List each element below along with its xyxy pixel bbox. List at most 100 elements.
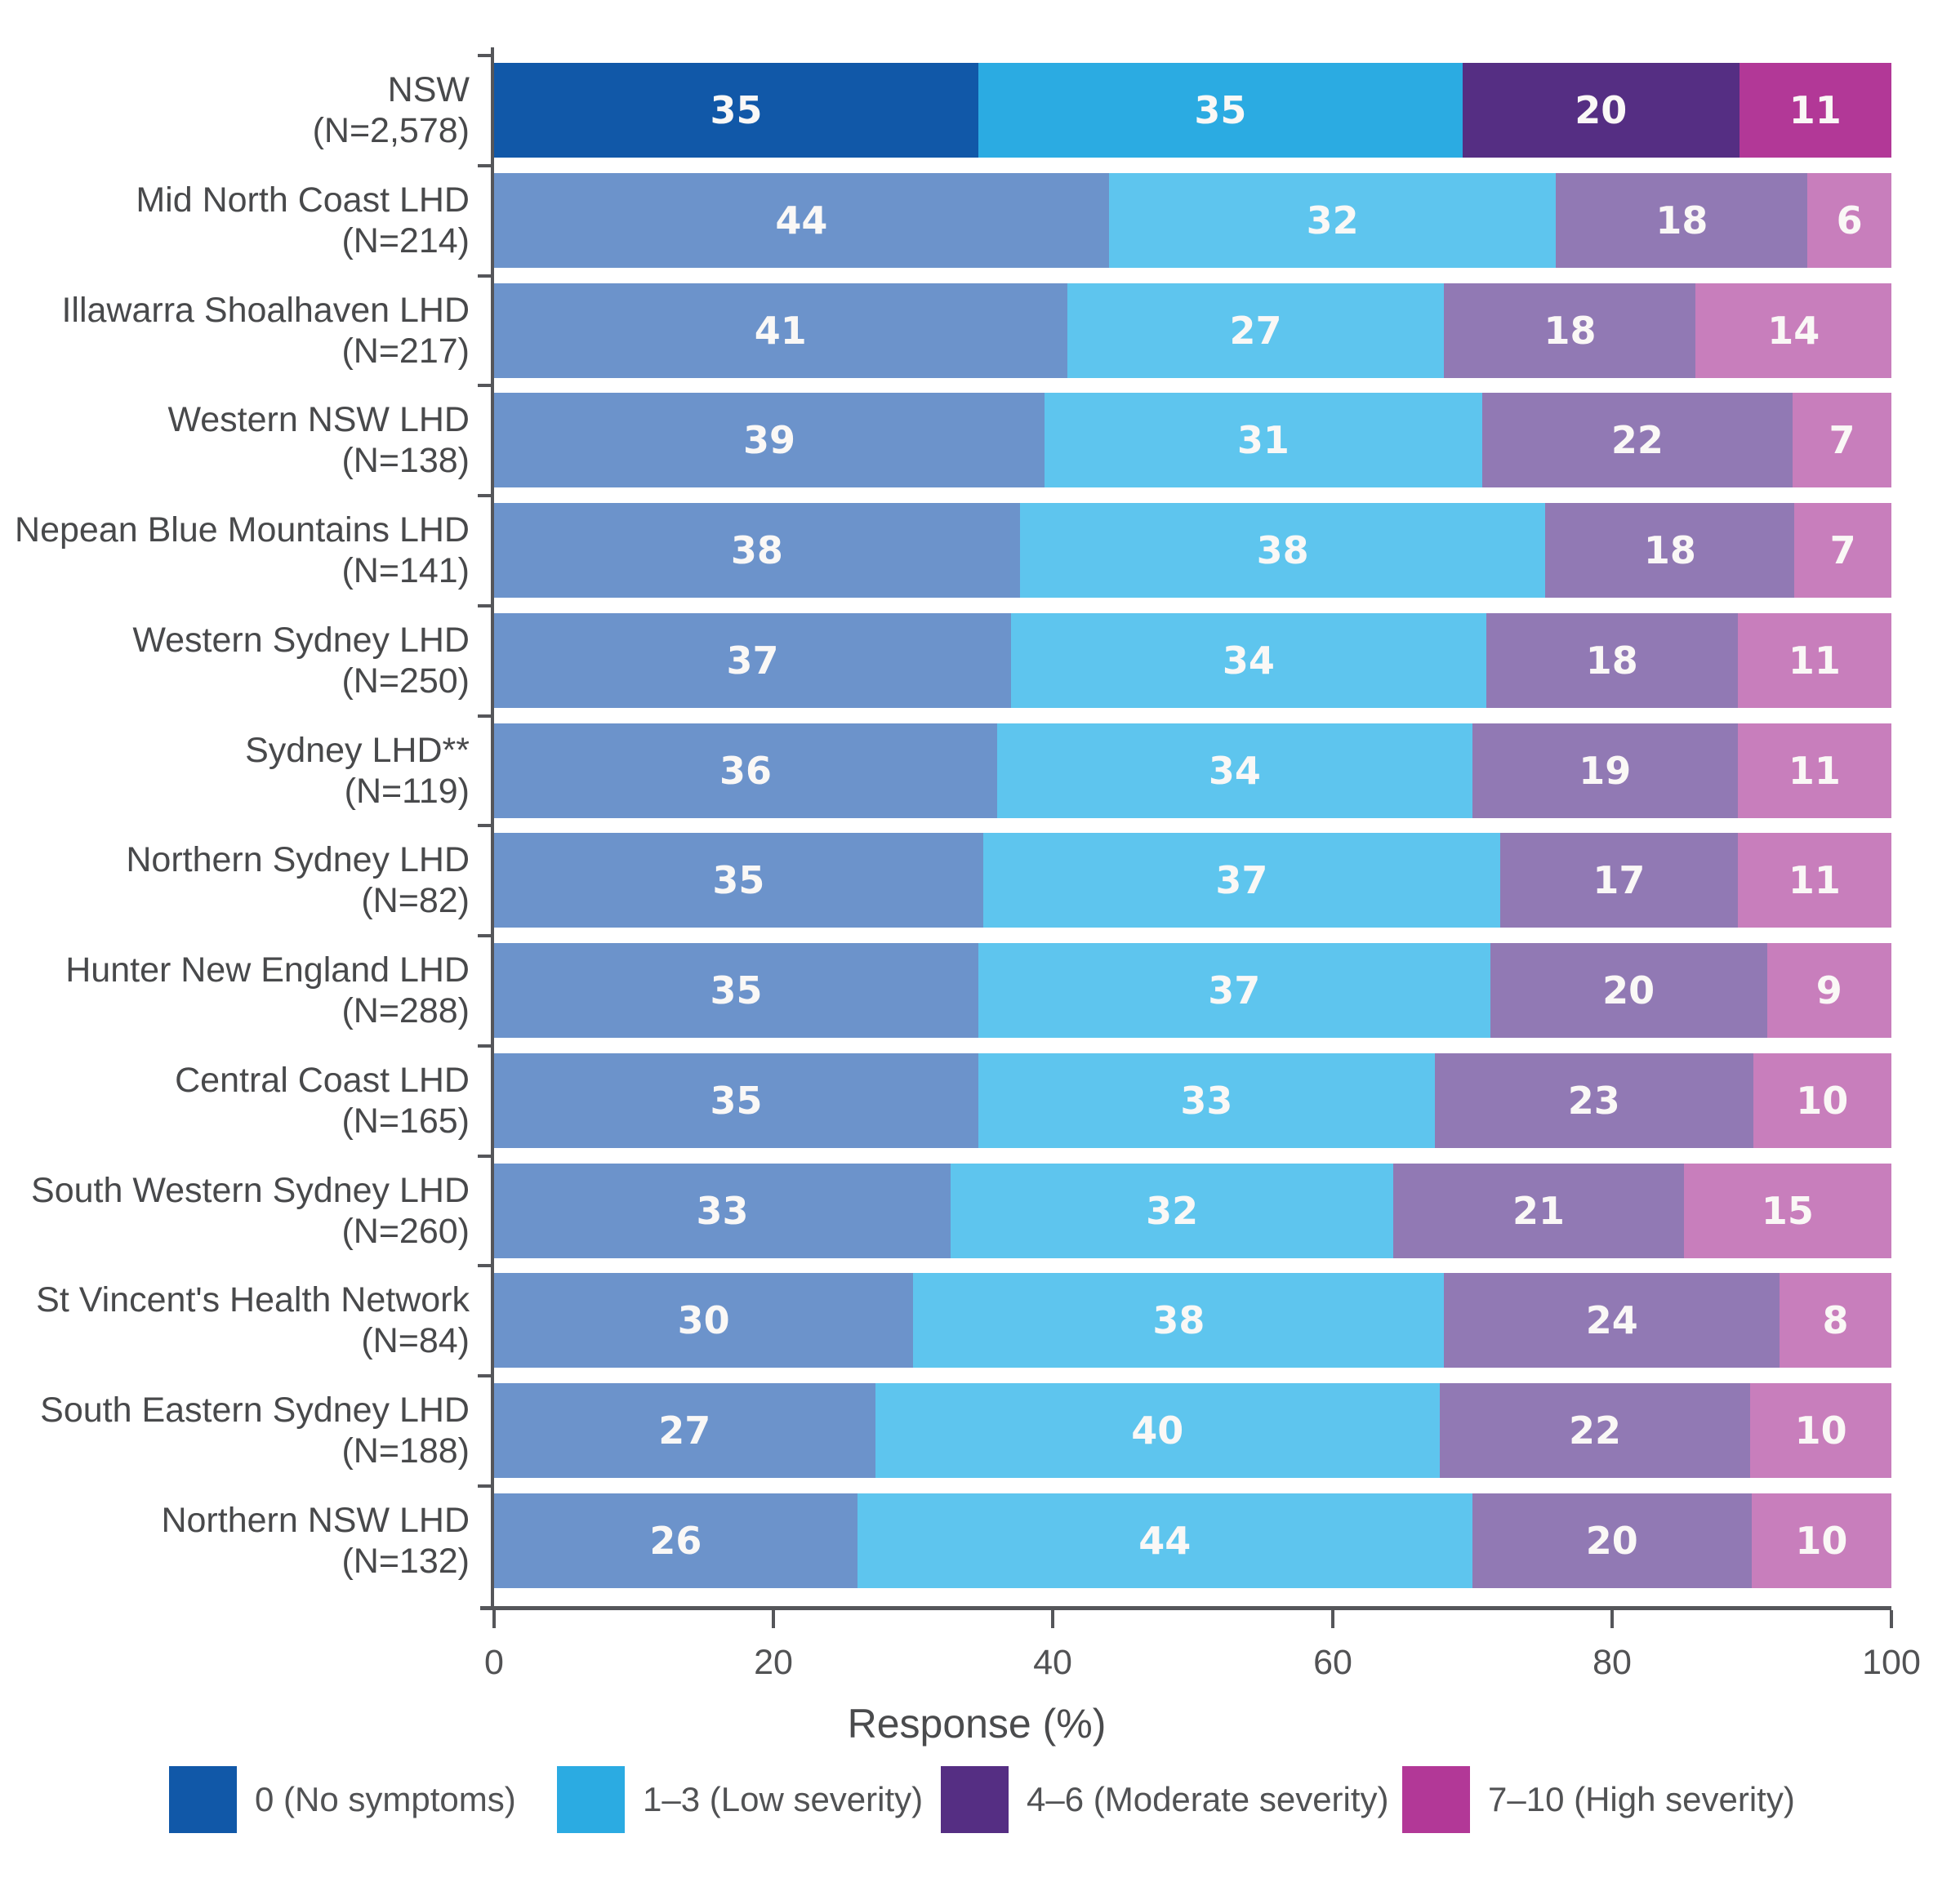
category-name: Western NSW LHD [167, 400, 470, 440]
segment-value-label: 31 [1236, 418, 1290, 463]
bar-row: Hunter New England LHD (N=288) 35 37 20 9 [0, 943, 1960, 1039]
segment-value-label: 18 [1655, 198, 1708, 243]
bar-segment: 22 [1439, 1383, 1751, 1479]
bar-segment: 18 [1444, 283, 1696, 378]
stacked-bar: 44 32 18 6 [494, 172, 1891, 268]
bar-segment: 32 [1108, 172, 1557, 268]
segment-value-label: 21 [1512, 1188, 1565, 1233]
bar-segment: 14 [1695, 283, 1891, 378]
bar-segment: 37 [978, 943, 1490, 1039]
segment-value-label: 40 [1131, 1408, 1184, 1453]
bar-segment: 18 [1545, 503, 1795, 599]
segment-value-label: 33 [1180, 1078, 1233, 1123]
segment-value-label: 8 [1822, 1298, 1849, 1343]
x-axis-title: Response (%) [847, 1701, 1107, 1747]
bar-segment: 9 [1766, 943, 1891, 1039]
category-name: Hunter New England LHD [65, 950, 470, 990]
category-name: Central Coast LHD [175, 1060, 470, 1100]
bar-segment: 33 [978, 1052, 1435, 1148]
bar-row: Northern NSW LHD (N=132) 26 44 20 10 [0, 1493, 1960, 1588]
x-axis-tick-label: 40 [1033, 1643, 1072, 1682]
category-label: South Western Sydney LHD (N=260) [0, 1170, 470, 1252]
bar-segment: 31 [1045, 393, 1482, 488]
x-axis-tick [1610, 1610, 1614, 1628]
y-axis-tick [478, 384, 491, 387]
bar-segment: 22 [1481, 393, 1793, 488]
segment-value-label: 10 [1795, 1518, 1848, 1563]
bar-segment: 18 [1486, 612, 1738, 708]
category-name: Mid North Coast LHD [136, 180, 470, 220]
y-axis-tick [478, 164, 491, 167]
stacked-bar: 38 38 18 7 [494, 503, 1891, 599]
x-axis-tick [1331, 1610, 1334, 1628]
bar-rows-container: NSW (N=2,578) 35 35 20 11 Mid North Coast LHD(… [0, 63, 1960, 1588]
category-sample-size: (N=288) [341, 991, 470, 1031]
stacked-bar: 36 34 19 11 [494, 723, 1891, 818]
bar-segment: 38 [494, 503, 1020, 599]
segment-value-label: 19 [1579, 748, 1632, 793]
segment-value-label: 44 [775, 198, 828, 243]
bar-segment: 19 [1472, 723, 1738, 818]
segment-value-label: 11 [1788, 638, 1841, 683]
segment-value-label: 38 [1256, 528, 1309, 573]
segment-value-label: 11 [1788, 88, 1842, 132]
bar-row: Nepean Blue Mountains LHD (N=141) 38 38 18 7 [0, 503, 1960, 599]
bar-segment: 11 [1737, 833, 1891, 928]
stacked-bar: 39 31 22 7 [494, 393, 1891, 488]
category-name: Northern NSW LHD [161, 1500, 470, 1540]
segment-value-label: 18 [1643, 528, 1696, 573]
bar-segment: 26 [494, 1493, 858, 1588]
stacked-bar: 33 32 21 15 [494, 1163, 1891, 1258]
category-label: NSW (N=2,578) [0, 69, 470, 151]
bar-segment: 35 [494, 943, 978, 1039]
segment-value-label: 22 [1569, 1408, 1622, 1453]
stacked-bar: 35 37 20 9 [494, 943, 1891, 1039]
bar-segment: 39 [494, 393, 1045, 488]
segment-value-label: 35 [710, 88, 763, 132]
x-axis-tick [492, 1610, 496, 1628]
x-axis-line [480, 1606, 1891, 1610]
y-axis-tick [478, 1264, 491, 1267]
bar-segment: 38 [1019, 503, 1546, 599]
stacked-bar: 26 44 20 10 [494, 1493, 1891, 1588]
category-name: South Western Sydney LHD [31, 1170, 470, 1210]
bar-segment: 35 [494, 1052, 978, 1148]
segment-value-label: 34 [1222, 638, 1275, 683]
stacked-bar: 37 34 18 11 [494, 612, 1891, 708]
category-name: Illawarra Shoalhaven LHD [61, 290, 470, 330]
bar-segment: 20 [1472, 1493, 1752, 1588]
y-axis-tick [478, 54, 491, 57]
category-sample-size: (N=214) [341, 220, 470, 260]
legend-label: 1–3 (Low severity) [643, 1780, 924, 1818]
category-label: Northern Sydney LHD (N=82) [0, 839, 470, 921]
x-axis-tick [1051, 1610, 1054, 1628]
bar-segment: 33 [494, 1163, 951, 1258]
category-label: Sydney LHD** (N=119) [0, 730, 470, 812]
bar-segment: 15 [1683, 1163, 1891, 1258]
segment-value-label: 38 [730, 528, 783, 573]
y-axis-tick [478, 1484, 491, 1488]
bar-row: Illawarra Shoalhaven LHD (N=217) 41 27 18 14 [0, 283, 1960, 378]
y-axis-tick [478, 714, 491, 718]
bar-segment: 27 [1067, 283, 1445, 378]
segment-value-label: 22 [1610, 418, 1664, 463]
bar-segment: 38 [913, 1273, 1445, 1368]
category-label: South Eastern Sydney LHD (N=188) [0, 1390, 470, 1471]
bar-segment: 21 [1393, 1163, 1684, 1258]
bar-segment: 20 [1490, 943, 1767, 1039]
x-axis-tick-label: 60 [1313, 1643, 1352, 1682]
category-label: Western Sydney LHD (N=250) [0, 620, 470, 701]
category-label: Northern NSW LHD (N=132) [0, 1500, 470, 1582]
bar-segment: 27 [494, 1383, 875, 1479]
category-sample-size: (N=188) [341, 1431, 470, 1471]
segment-value-label: 44 [1138, 1518, 1192, 1563]
x-axis-tick-label: 100 [1862, 1643, 1921, 1682]
segment-value-label: 10 [1794, 1408, 1847, 1453]
segment-value-label: 7 [1829, 418, 1855, 463]
legend: 0 (No symptoms) 1–3 (Low severity) 4–6 (Mo… [0, 1766, 1960, 1833]
category-sample-size: (N=82) [361, 881, 470, 921]
stacked-bar: 35 37 17 11 [494, 833, 1891, 928]
bar-segment: 44 [494, 172, 1109, 268]
bar-row: South Eastern Sydney LHD (N=188) 27 40 22 10 [0, 1383, 1960, 1479]
category-sample-size: (N=132) [341, 1541, 470, 1581]
